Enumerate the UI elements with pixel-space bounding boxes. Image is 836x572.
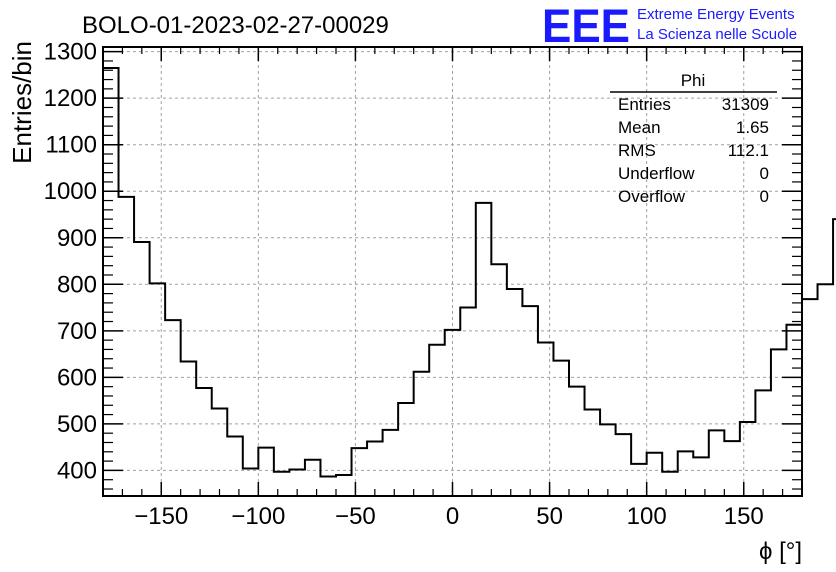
stats-label: RMS: [618, 141, 656, 160]
grid-lines: [103, 47, 802, 496]
stats-label: Mean: [618, 118, 661, 137]
y-tick-labels: 400 500 600 700 800 900 1000 1100 1200 1300: [44, 39, 97, 485]
y-axis-label: Entries/bin: [7, 41, 37, 164]
stats-label: Entries: [618, 95, 671, 114]
stats-value: 0: [760, 164, 769, 183]
x-tick-label: −150: [134, 503, 188, 530]
x-tick-label: 100: [627, 503, 667, 530]
eee-logo: EEE: [542, 0, 630, 52]
brand-line-1: Extreme Energy Events: [637, 6, 795, 23]
y-tick-label: 500: [57, 411, 97, 438]
histogram-line: [103, 66, 836, 478]
stats-box: Phi Entries 31309 Mean 1.65 RMS 112.1 Underflo…: [610, 71, 777, 206]
y-tick-label: 700: [57, 318, 97, 345]
y-tick-label: 400: [57, 457, 97, 484]
stats-title: Phi: [681, 71, 706, 90]
axis-ticks: [103, 47, 802, 496]
stats-value: 0: [760, 187, 769, 206]
y-tick-label: 800: [57, 271, 97, 298]
stats-value: 112.1: [728, 141, 769, 160]
x-tick-label: −50: [335, 503, 376, 530]
y-tick-label: 1300: [44, 39, 97, 66]
x-tick-label: 150: [724, 503, 764, 530]
stats-value: 31309: [722, 95, 769, 114]
stats-label: Underflow: [618, 164, 695, 183]
x-tick-label: −100: [231, 503, 285, 530]
y-tick-label: 1000: [44, 178, 97, 205]
x-axis-label: ϕ [°]: [759, 538, 802, 565]
x-tick-label: 0: [446, 503, 459, 530]
x-tick-label: 50: [536, 503, 563, 530]
y-tick-label: 1100: [45, 132, 97, 159]
stats-label: Overflow: [618, 187, 686, 206]
chart-title: BOLO-01-2023-02-27-00029: [82, 12, 389, 39]
stats-value: 1.65: [736, 118, 769, 137]
y-tick-label: 900: [57, 225, 97, 252]
brand-line-2: La Scienza nelle Scuole: [637, 26, 797, 43]
x-tick-labels: −150 −100 −50 0 50 100 150: [134, 503, 764, 530]
y-tick-label: 600: [57, 364, 97, 391]
y-tick-label: 1200: [44, 85, 97, 112]
